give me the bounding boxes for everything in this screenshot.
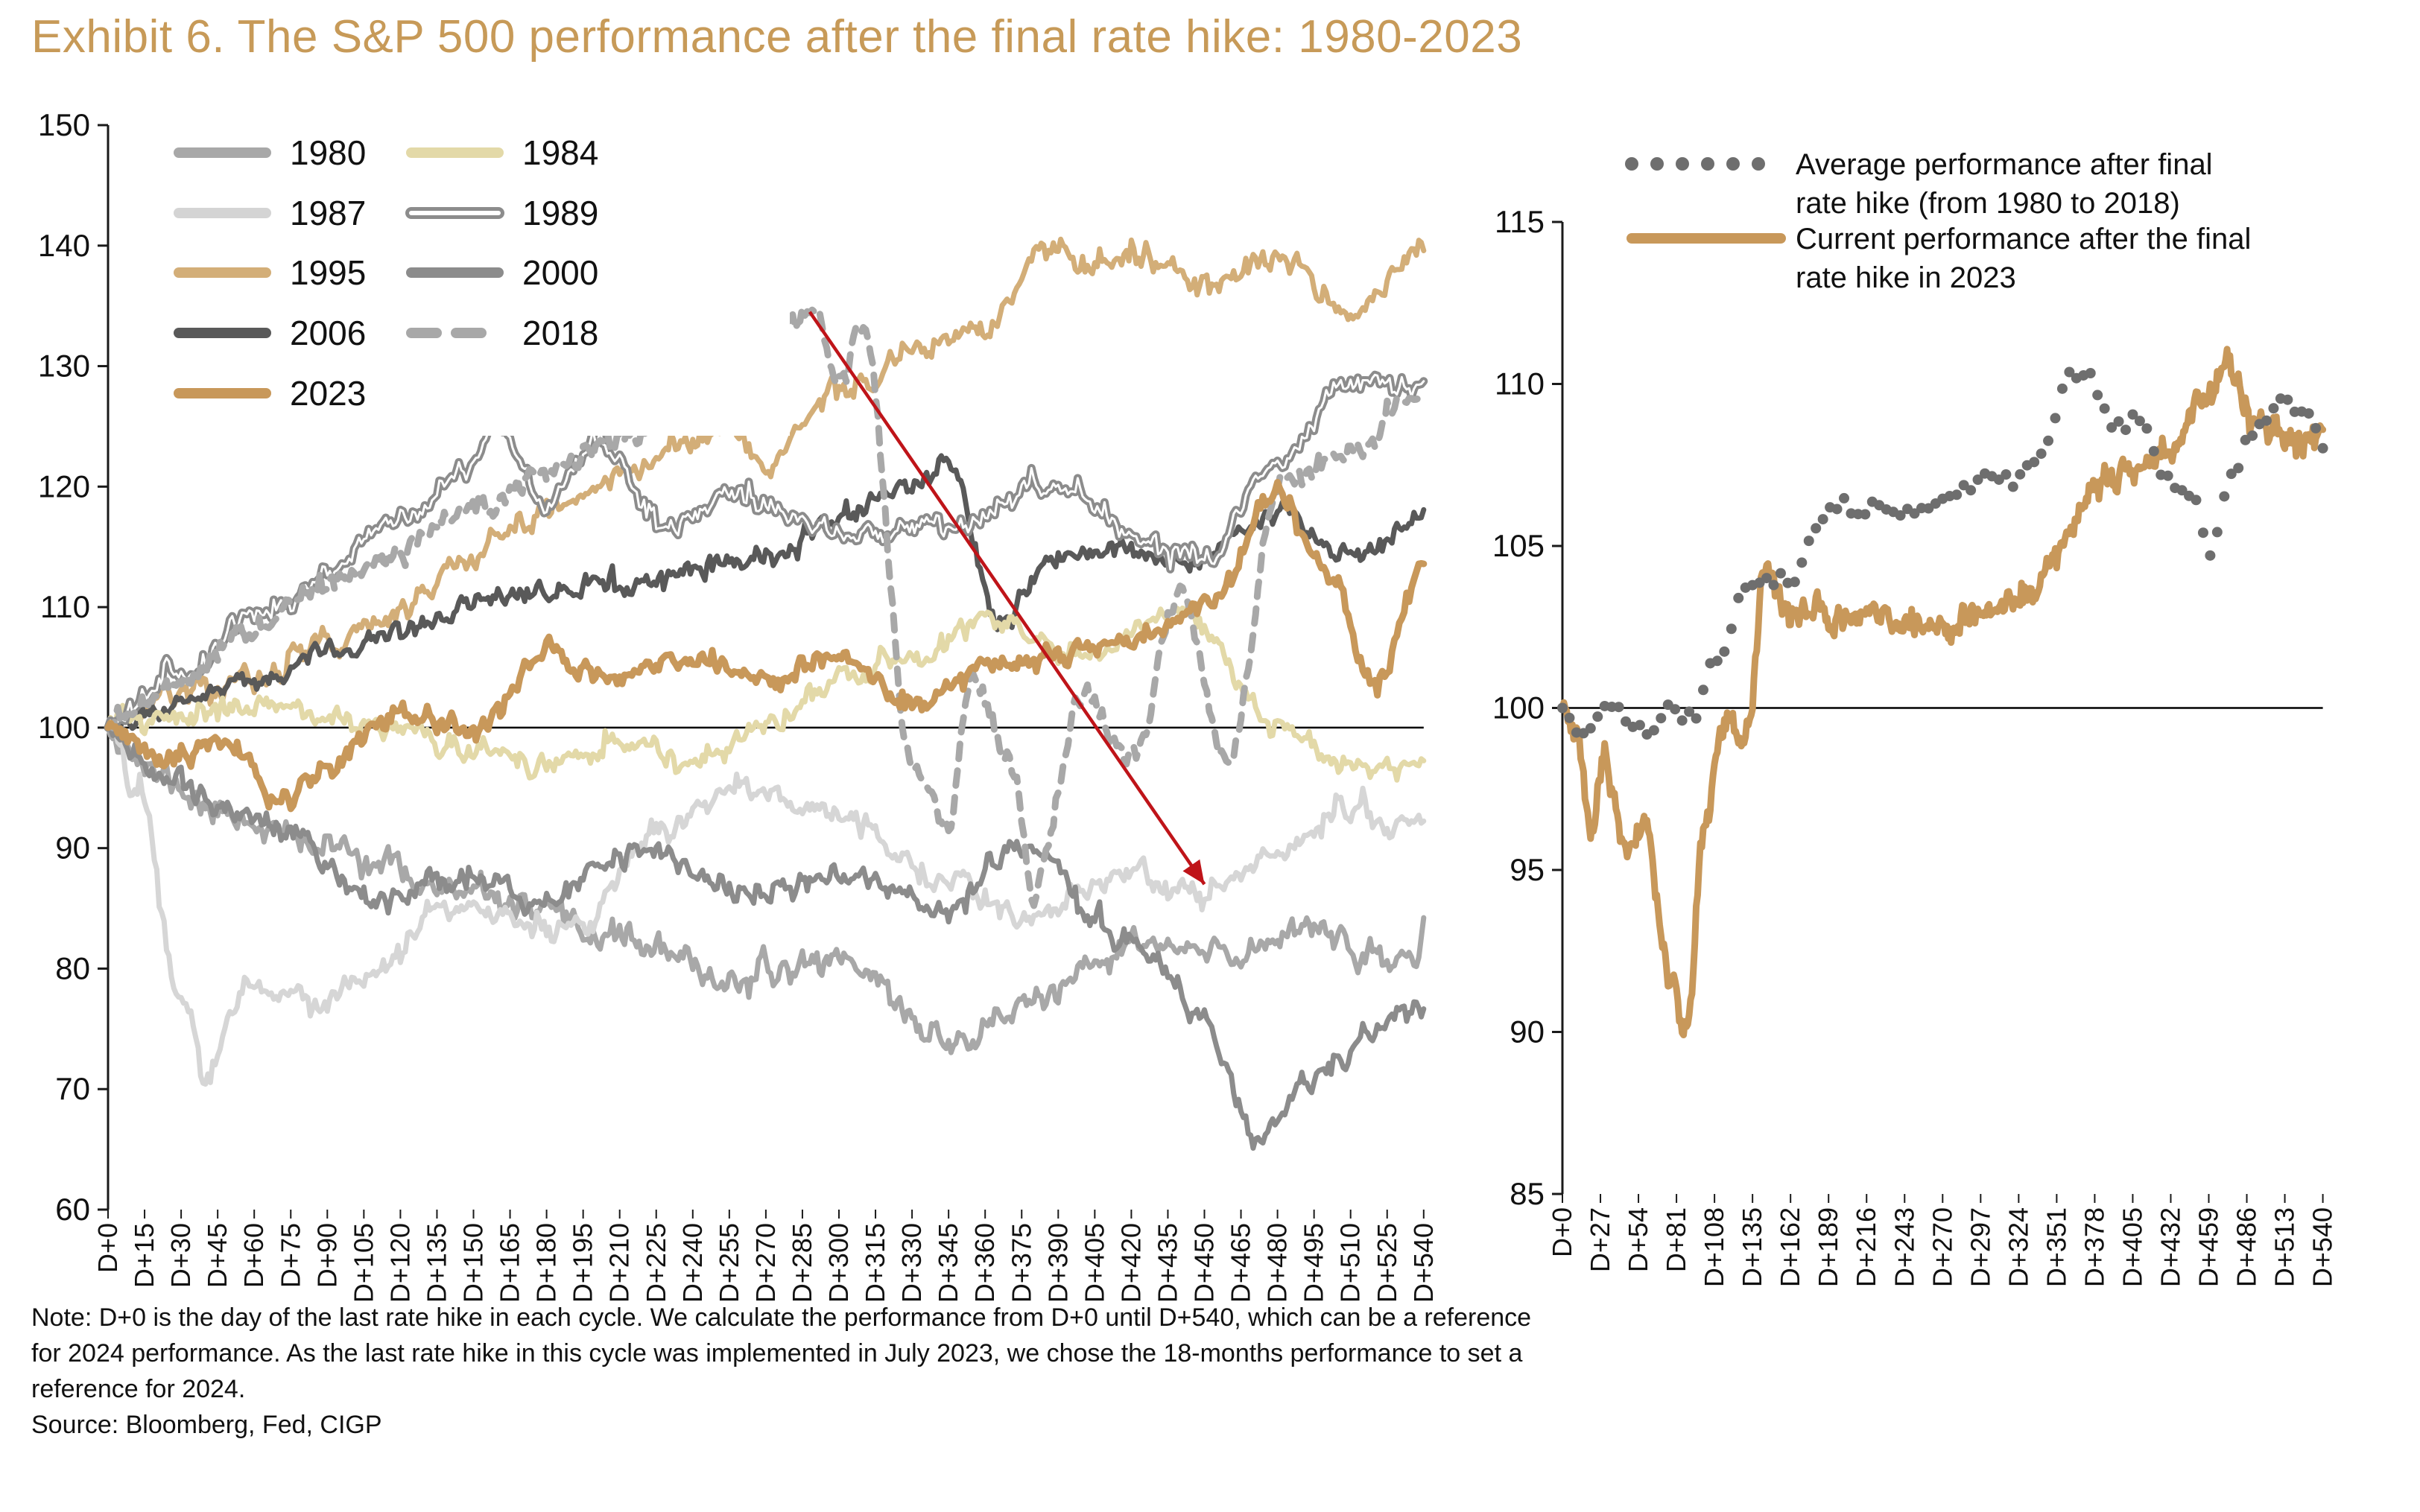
svg-text:D+225: D+225 <box>641 1223 671 1303</box>
svg-text:2018: 2018 <box>522 314 598 352</box>
svg-text:D+0: D+0 <box>92 1223 123 1273</box>
svg-text:D+30: D+30 <box>165 1223 196 1288</box>
svg-text:D+405: D+405 <box>1079 1223 1109 1303</box>
svg-text:rate hike in 2023: rate hike in 2023 <box>1796 261 2016 294</box>
svg-text:D+195: D+195 <box>568 1223 598 1303</box>
svg-text:110: 110 <box>40 589 90 624</box>
svg-text:D+480: D+480 <box>1262 1223 1293 1303</box>
svg-text:70: 70 <box>55 1071 90 1106</box>
svg-text:D+540: D+540 <box>1408 1223 1439 1303</box>
svg-text:110: 110 <box>1495 366 1545 401</box>
svg-text:D+486: D+486 <box>2231 1207 2262 1287</box>
svg-text:rate hike (from 1980 to 2018): rate hike (from 1980 to 2018) <box>1796 187 2180 220</box>
svg-text:95: 95 <box>1510 852 1545 887</box>
svg-text:D+189: D+189 <box>1813 1207 1843 1287</box>
svg-text:1995: 1995 <box>290 253 366 292</box>
svg-text:2023: 2023 <box>290 374 366 413</box>
svg-text:D+540: D+540 <box>2307 1207 2338 1287</box>
svg-text:2006: 2006 <box>290 314 366 352</box>
svg-text:D+525: D+525 <box>1372 1223 1402 1303</box>
svg-text:90: 90 <box>55 830 90 865</box>
svg-text:D+510: D+510 <box>1335 1223 1366 1303</box>
svg-text:D+162: D+162 <box>1775 1207 1805 1287</box>
svg-text:D+0: D+0 <box>1547 1207 1577 1257</box>
svg-text:D+270: D+270 <box>1927 1207 1957 1287</box>
svg-text:1989: 1989 <box>522 194 598 232</box>
svg-text:D+390: D+390 <box>1042 1223 1073 1303</box>
svg-text:D+300: D+300 <box>823 1223 854 1303</box>
svg-text:D+15: D+15 <box>129 1223 159 1288</box>
svg-text:1980: 1980 <box>290 133 366 172</box>
svg-text:D+27: D+27 <box>1585 1207 1615 1272</box>
svg-text:D+216: D+216 <box>1851 1207 1881 1287</box>
svg-text:D+135: D+135 <box>1737 1207 1767 1287</box>
svg-text:1984: 1984 <box>522 133 598 172</box>
svg-text:D+330: D+330 <box>896 1223 927 1303</box>
svg-text:D+297: D+297 <box>1965 1207 1995 1287</box>
svg-text:D+375: D+375 <box>1006 1223 1036 1303</box>
svg-text:D+345: D+345 <box>933 1223 963 1303</box>
svg-text:D+450: D+450 <box>1189 1223 1220 1303</box>
svg-text:D+45: D+45 <box>202 1223 232 1288</box>
svg-text:140: 140 <box>38 228 90 263</box>
svg-text:Current performance after the: Current performance after the final <box>1796 223 2251 255</box>
svg-text:D+495: D+495 <box>1299 1223 1329 1303</box>
svg-text:130: 130 <box>38 349 90 384</box>
svg-text:D+360: D+360 <box>969 1223 1000 1303</box>
svg-text:D+255: D+255 <box>714 1223 744 1303</box>
svg-text:D+351: D+351 <box>2041 1207 2071 1287</box>
svg-text:90: 90 <box>1510 1014 1545 1049</box>
svg-text:D+60: D+60 <box>238 1223 269 1288</box>
svg-text:D+378: D+378 <box>2079 1207 2109 1287</box>
svg-text:2000: 2000 <box>522 253 598 292</box>
svg-text:150: 150 <box>38 107 90 142</box>
svg-text:1987: 1987 <box>290 194 366 232</box>
svg-text:D+90: D+90 <box>311 1223 342 1288</box>
svg-text:D+270: D+270 <box>750 1223 781 1303</box>
svg-text:D+135: D+135 <box>421 1223 452 1303</box>
svg-text:D+435: D+435 <box>1152 1223 1182 1303</box>
svg-text:85: 85 <box>1510 1176 1545 1211</box>
svg-text:D+81: D+81 <box>1661 1207 1691 1272</box>
svg-text:D+108: D+108 <box>1699 1207 1729 1287</box>
svg-text:D+243: D+243 <box>1889 1207 1919 1287</box>
svg-text:115: 115 <box>1495 204 1545 239</box>
svg-text:60: 60 <box>55 1192 90 1227</box>
svg-text:D+405: D+405 <box>2117 1207 2147 1287</box>
svg-text:D+210: D+210 <box>604 1223 635 1303</box>
svg-text:105: 105 <box>1492 528 1545 563</box>
svg-text:D+165: D+165 <box>495 1223 525 1303</box>
svg-text:D+105: D+105 <box>348 1223 378 1303</box>
svg-text:D+432: D+432 <box>2155 1207 2185 1287</box>
svg-text:D+120: D+120 <box>384 1223 415 1303</box>
svg-text:D+54: D+54 <box>1623 1207 1653 1272</box>
svg-text:D+420: D+420 <box>1115 1223 1146 1303</box>
svg-text:D+75: D+75 <box>275 1223 305 1288</box>
svg-text:D+459: D+459 <box>2193 1207 2224 1287</box>
svg-text:80: 80 <box>55 950 90 985</box>
svg-text:D+465: D+465 <box>1226 1223 1256 1303</box>
svg-text:D+315: D+315 <box>860 1223 890 1303</box>
svg-text:D+150: D+150 <box>458 1223 489 1303</box>
svg-text:D+240: D+240 <box>677 1223 708 1303</box>
svg-text:D+324: D+324 <box>2003 1207 2033 1287</box>
svg-text:100: 100 <box>38 710 90 745</box>
svg-text:Average performance after fina: Average performance after final <box>1796 148 2213 181</box>
svg-text:D+285: D+285 <box>787 1223 817 1303</box>
svg-text:D+513: D+513 <box>2269 1207 2300 1287</box>
svg-text:D+180: D+180 <box>531 1223 562 1303</box>
svg-text:100: 100 <box>1492 690 1545 725</box>
svg-text:120: 120 <box>38 468 90 504</box>
